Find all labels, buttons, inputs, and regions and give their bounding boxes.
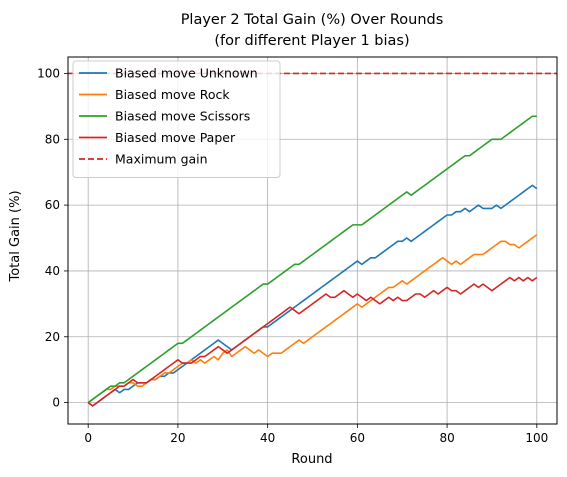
chart-title: Player 2 Total Gain (%) Over Rounds <box>181 12 444 28</box>
series-line-biased-move-scissors <box>87 115 537 404</box>
legend-label: Biased move Rock <box>115 87 230 102</box>
y-tick-label: 40 <box>45 264 60 278</box>
series-line-biased-move-unknown <box>87 184 538 407</box>
x-tick-label: 80 <box>439 431 454 445</box>
legend-label: Biased move Paper <box>115 130 236 145</box>
y-tick-label: 0 <box>52 396 60 410</box>
plot-frame <box>67 56 558 425</box>
x-tick-label: 60 <box>350 431 365 445</box>
legend-label: Maximum gain <box>115 152 208 167</box>
x-axis-label: Round <box>291 452 332 467</box>
y-tick-label: 100 <box>37 66 60 80</box>
x-tick-label: 20 <box>170 431 185 445</box>
series-line-biased-move-rock <box>87 234 538 404</box>
series-line-biased-move-paper <box>87 276 538 407</box>
y-axis-label: Total Gain (%) <box>8 190 23 282</box>
x-tick-label: 0 <box>84 431 92 445</box>
y-tick-label: 20 <box>45 330 60 344</box>
legend: Biased move Unknown Biased move Rock Biase… <box>72 60 281 178</box>
x-tick-label: 40 <box>260 431 275 445</box>
y-tick-label: 60 <box>45 198 60 212</box>
legend-label: Biased move Unknown <box>115 66 258 81</box>
chart-subtitle: (for different Player 1 bias) <box>214 33 409 49</box>
axis-ticks: 0 20 40 60 80 100 0 20 40 60 80 100 <box>37 66 548 445</box>
legend-box <box>72 60 281 178</box>
y-tick-label: 80 <box>45 132 60 146</box>
x-tick-label: 100 <box>525 431 548 445</box>
legend-label: Biased move Scissors <box>115 109 250 124</box>
